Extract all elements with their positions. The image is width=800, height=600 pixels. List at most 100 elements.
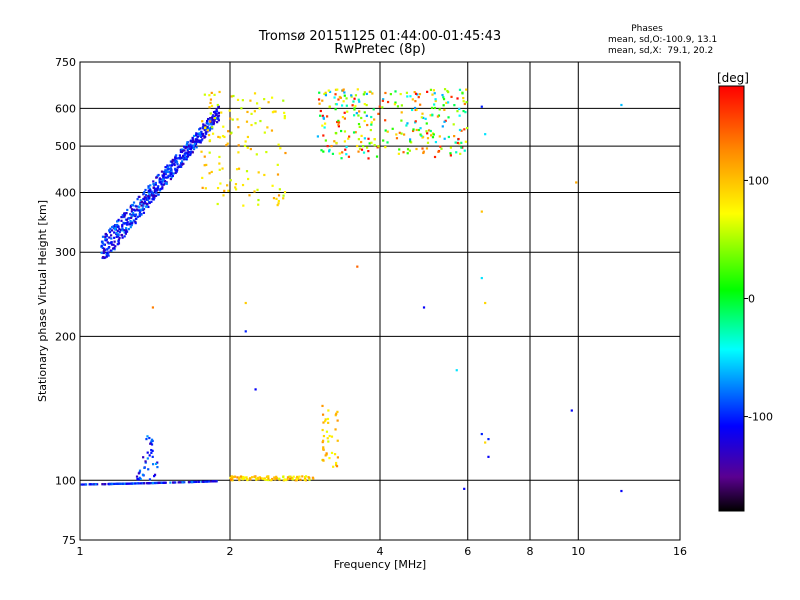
data-point (116, 223, 119, 227)
data-point (197, 480, 200, 483)
data-point (156, 186, 159, 189)
data-point (270, 96, 274, 99)
data-point (484, 133, 487, 136)
data-point (105, 235, 108, 238)
data-point (141, 204, 144, 207)
data-point (427, 129, 431, 132)
data-point (275, 197, 278, 201)
data-point (212, 111, 216, 114)
data-point (167, 168, 170, 171)
data-point (147, 468, 150, 471)
data-point (132, 213, 135, 216)
data-point (330, 435, 334, 438)
data-point (243, 476, 246, 479)
data-point (620, 489, 623, 493)
data-point (245, 476, 248, 479)
data-point (406, 95, 409, 98)
data-point (270, 129, 274, 132)
data-point (205, 163, 208, 167)
data-point (150, 440, 153, 443)
data-point (229, 179, 232, 182)
data-point (147, 186, 150, 189)
data-point (328, 90, 332, 93)
data-point (238, 478, 241, 482)
data-point (326, 437, 329, 440)
data-point (147, 196, 151, 199)
chart-subtitle: RwPretec (8p) (334, 42, 425, 57)
data-point (353, 97, 356, 100)
data-point (171, 161, 174, 164)
data-point (400, 132, 403, 135)
data-point (229, 476, 232, 479)
data-point (304, 475, 308, 478)
x-ticks: 1 2 4 6 8 10 16 (77, 545, 688, 558)
data-point (117, 225, 120, 228)
data-point (274, 110, 277, 113)
data-point (102, 250, 105, 253)
data-point (101, 483, 104, 486)
data-point (357, 138, 360, 141)
data-point (114, 245, 117, 248)
data-point (121, 229, 124, 232)
data-point (237, 167, 241, 170)
data-point (240, 107, 243, 110)
data-point (138, 195, 141, 199)
data-point (183, 145, 186, 148)
data-point (395, 137, 399, 140)
data-point (194, 138, 197, 141)
data-point (104, 256, 107, 259)
data-point (199, 127, 202, 130)
data-point (146, 457, 149, 460)
data-point (148, 436, 151, 440)
data-point (257, 198, 260, 202)
y-tick-label: 600 (55, 102, 76, 115)
data-point (103, 483, 107, 486)
data-point (162, 172, 165, 175)
data-point (283, 111, 286, 114)
data-point (384, 129, 387, 132)
data-point (445, 101, 448, 105)
data-point (134, 482, 137, 485)
data-point (464, 111, 467, 114)
data-point (104, 235, 107, 238)
data-point (140, 213, 143, 216)
data-point (339, 96, 342, 99)
data-point (447, 116, 450, 119)
data-point (209, 118, 212, 121)
data-point (337, 125, 340, 128)
data-point (142, 192, 145, 195)
data-point (153, 190, 156, 193)
data-point (107, 254, 110, 257)
data-point (194, 480, 198, 483)
data-point (205, 122, 208, 125)
data-point (418, 93, 422, 96)
data-point (143, 466, 146, 469)
data-point (155, 176, 158, 179)
data-point (405, 91, 409, 94)
data-point (431, 93, 434, 96)
data-point (183, 154, 186, 157)
data-point (194, 134, 198, 137)
data-point (381, 99, 384, 102)
data-point (152, 194, 155, 197)
data-point (277, 202, 280, 205)
colorbar (718, 85, 745, 512)
data-point (215, 112, 218, 116)
data-point (112, 227, 115, 230)
data-point (458, 107, 461, 111)
data-point (117, 219, 120, 223)
data-point (186, 152, 189, 155)
data-point (149, 442, 152, 445)
data-point (211, 114, 214, 118)
data-point (328, 105, 331, 109)
data-point (218, 90, 221, 94)
data-point (118, 227, 121, 231)
data-point (250, 476, 254, 479)
data-point (322, 439, 325, 442)
data-point (148, 193, 151, 196)
data-point (393, 103, 397, 106)
data-point (295, 478, 298, 481)
data-point (227, 189, 230, 192)
data-point (178, 154, 181, 157)
data-point (114, 224, 118, 227)
